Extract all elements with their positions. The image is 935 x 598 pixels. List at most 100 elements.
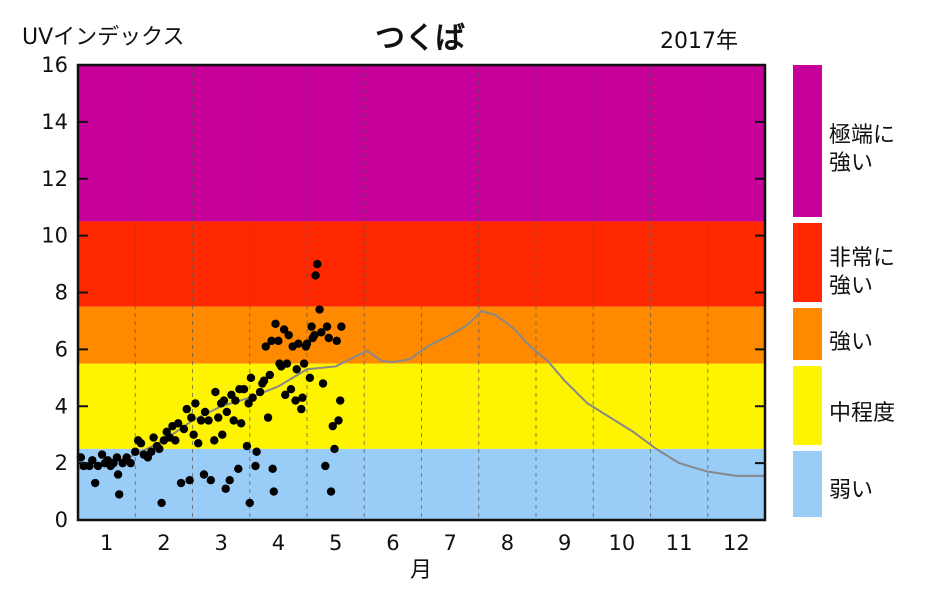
daily-points	[76, 259, 346, 508]
data-point-46	[210, 436, 219, 445]
y-tick-label-0: 0	[55, 508, 68, 532]
x-tick-label-9: 9	[558, 531, 571, 555]
data-point-16	[126, 458, 135, 468]
data-point-52	[221, 484, 230, 493]
legend-label-2-0: 強い	[829, 330, 873, 355]
data-point-74	[265, 370, 274, 380]
data-point-92	[298, 393, 307, 402]
legend-label-1-0: 非常に	[829, 246, 895, 271]
data-point-38	[189, 430, 198, 439]
data-point-84	[282, 359, 292, 368]
data-point-43	[200, 407, 210, 417]
y-tick-label-2: 2	[55, 451, 68, 475]
data-point-67	[251, 461, 260, 471]
y-axis-ticks: 0 2 4 6 8 10 12 14 16	[41, 53, 765, 532]
y-axis-label: UVインデックス	[22, 25, 185, 50]
data-point-56	[229, 416, 238, 425]
data-point-71	[259, 376, 269, 385]
data-point-72	[261, 342, 270, 351]
data-point-82	[279, 325, 289, 334]
x-tick-label-7: 7	[443, 531, 456, 555]
data-point-95	[302, 339, 312, 348]
data-point-3	[88, 456, 97, 465]
legend-label-1-1: 強い	[829, 274, 873, 299]
data-point-6	[97, 450, 107, 459]
x-tick-label-6: 6	[386, 531, 399, 555]
data-point-33	[176, 478, 186, 488]
data-point-109	[328, 421, 337, 431]
data-point-106	[322, 322, 332, 331]
data-point-93	[299, 359, 309, 368]
x-tick-label-1: 1	[100, 531, 113, 555]
data-point-65	[246, 373, 256, 383]
y-tick-label-12: 12	[41, 167, 68, 191]
x-tick-label-3: 3	[214, 531, 227, 555]
data-point-60	[236, 419, 246, 428]
data-point-35	[182, 404, 191, 414]
data-point-112	[334, 416, 343, 425]
data-point-34	[179, 424, 189, 434]
data-point-113	[336, 396, 345, 405]
legend-swatch-2	[793, 308, 822, 360]
x-axis-label: 月	[410, 558, 432, 583]
data-point-69	[255, 387, 265, 397]
data-point-13	[115, 490, 124, 499]
x-tick-label-4: 4	[272, 531, 285, 555]
legend-label-3-0: 中程度	[829, 401, 895, 426]
data-point-11	[112, 453, 122, 462]
data-point-89	[292, 365, 301, 374]
data-point-102	[315, 305, 324, 314]
data-point-90	[294, 339, 303, 348]
data-point-103	[317, 328, 326, 337]
data-point-48	[214, 413, 223, 422]
y-tick-label-14: 14	[41, 110, 68, 134]
data-point-61	[239, 384, 249, 394]
data-point-32	[173, 419, 183, 428]
data-point-64	[245, 498, 254, 508]
y-tick-label-10: 10	[41, 224, 68, 248]
data-point-110	[330, 444, 339, 454]
data-point-26	[157, 498, 166, 508]
data-point-101	[313, 259, 322, 269]
legend-label-0-1: 強い	[829, 151, 873, 176]
data-point-58	[234, 464, 243, 474]
data-point-19	[136, 439, 146, 448]
data-point-54	[225, 475, 234, 485]
data-point-42	[199, 470, 209, 479]
data-point-37	[187, 413, 196, 422]
data-point-83	[281, 390, 290, 400]
data-point-76	[268, 464, 277, 474]
data-point-12	[113, 470, 123, 479]
data-point-79	[274, 336, 283, 346]
x-tick-label-11: 11	[666, 531, 693, 555]
data-point-51	[219, 396, 229, 405]
data-point-50	[218, 430, 227, 439]
data-point-23	[149, 433, 158, 442]
x-tick-label-10: 10	[609, 531, 636, 555]
data-point-25	[155, 444, 164, 454]
data-point-44	[204, 416, 213, 425]
data-point-17	[131, 447, 140, 456]
month-gridlines	[134, 65, 709, 520]
x-tick-label-2: 2	[157, 531, 170, 555]
data-point-40	[194, 439, 203, 448]
data-point-57	[231, 396, 240, 405]
data-point-104	[318, 379, 328, 388]
data-point-96	[305, 373, 315, 383]
data-point-36	[185, 475, 194, 485]
data-point-99	[310, 330, 319, 340]
data-point-86	[286, 384, 296, 394]
data-point-97	[307, 322, 316, 331]
x-tick-label-12: 12	[723, 531, 750, 555]
data-point-111	[332, 336, 341, 346]
y-tick-label-4: 4	[55, 394, 68, 418]
data-point-39	[191, 399, 200, 408]
legend-swatch-4	[793, 451, 822, 517]
data-point-73	[263, 413, 273, 422]
data-point-45	[206, 475, 216, 485]
x-axis-ticks: 1 2 3 4 5 6 7 8 9 10 11 12	[100, 531, 750, 555]
legend-swatch-3	[793, 366, 822, 445]
data-point-77	[269, 487, 278, 496]
data-point-78	[271, 319, 280, 328]
legend-label-0-0: 極端に	[829, 123, 895, 148]
